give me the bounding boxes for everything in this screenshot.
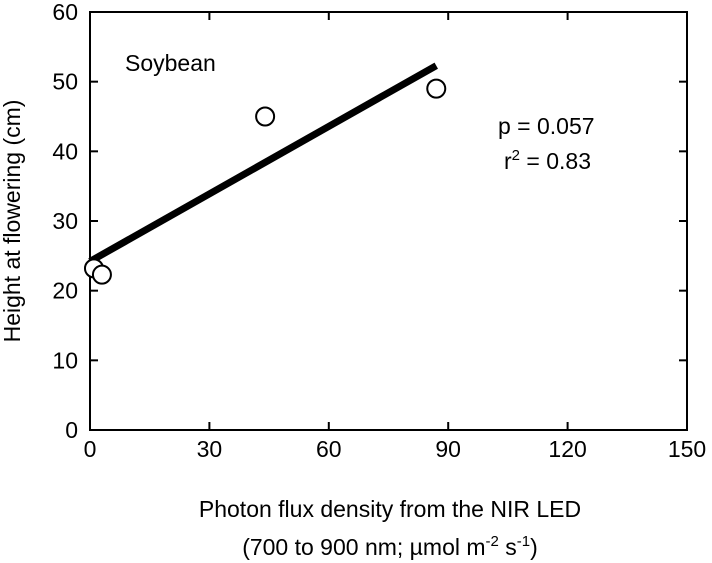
- x-axis-units-mid: s: [499, 534, 517, 560]
- x-axis-units-exp1: -2: [486, 533, 499, 550]
- x-axis-title-line2: (700 to 900 nm; µmol m-2 s-1): [242, 533, 538, 560]
- y-tick-label: 20: [52, 278, 78, 304]
- r2-exponent: 2: [512, 147, 520, 164]
- y-tick-label: 30: [52, 208, 78, 234]
- y-axis-title: Height at flowering (cm): [0, 100, 25, 343]
- x-tick-label: 150: [668, 436, 706, 462]
- x-axis-units-exp2: -1: [517, 533, 530, 550]
- y-tick-label: 40: [52, 138, 78, 164]
- x-tick-label: 0: [84, 436, 97, 462]
- y-tick-label: 0: [65, 417, 78, 443]
- data-point: [255, 106, 276, 127]
- r2-value: = 0.83: [520, 148, 591, 174]
- data-point: [91, 264, 112, 285]
- x-tick-label: 60: [316, 436, 342, 462]
- regression-line: [88, 62, 438, 265]
- x-axis-units-prefix: (700 to 900 nm; µmol m: [242, 534, 485, 560]
- plot-frame: [89, 11, 688, 431]
- x-tick-label: 120: [548, 436, 586, 462]
- annotation-r2: r2 = 0.83: [504, 147, 591, 174]
- annotation-p-value: p = 0.057: [498, 113, 595, 139]
- y-tick-label: 50: [52, 69, 78, 95]
- y-tick-label: 60: [52, 0, 78, 25]
- axis-ticks: 0 30 60 90 120 150 0 10 20 30 40 50 60: [52, 0, 706, 462]
- data-points: [83, 78, 447, 285]
- r2-prefix: r: [504, 148, 512, 174]
- x-tick-label: 30: [197, 436, 223, 462]
- data-point: [426, 78, 447, 99]
- x-axis-title-line1: Photon flux density from the NIR LED: [199, 496, 581, 522]
- x-tick-label: 90: [435, 436, 461, 462]
- annotation-crop: Soybean: [125, 50, 216, 76]
- y-tick-label: 10: [52, 347, 78, 373]
- x-axis-units-suffix: ): [530, 534, 538, 560]
